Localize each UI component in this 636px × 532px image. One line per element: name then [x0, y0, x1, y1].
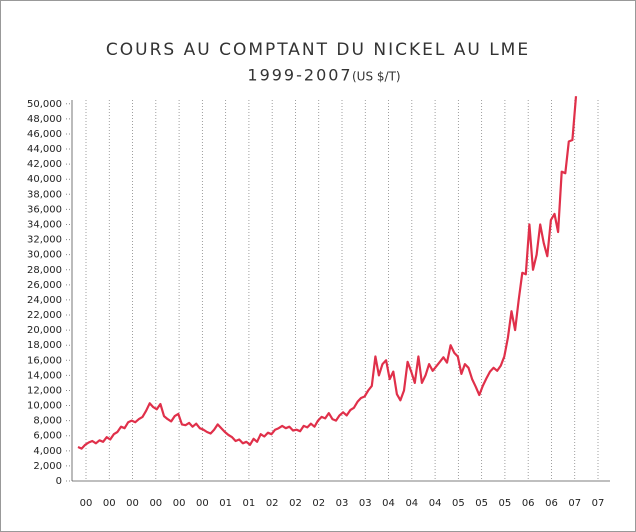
y-tick-label: 38,000 — [27, 189, 62, 200]
y-tick-label: 10,000 — [27, 401, 62, 412]
x-tick-label: 07 — [592, 498, 605, 509]
x-tick-label: 00 — [149, 498, 162, 509]
y-tick-label: 18,000 — [27, 340, 62, 351]
y-tick-label: 50,000 — [27, 99, 62, 110]
x-tick-label: 06 — [522, 498, 535, 509]
unit-label: (US $/T) — [352, 70, 401, 84]
y-tick-label: 46,000 — [27, 129, 62, 140]
x-tick-label: 02 — [289, 498, 302, 509]
x-tick-label: 04 — [429, 498, 442, 509]
y-tick-label: 0 — [56, 476, 62, 487]
x-tick-label: 05 — [475, 498, 488, 509]
y-tick-label: 30,000 — [27, 250, 62, 261]
y-tick-label: 20,000 — [27, 325, 62, 336]
y-tick-label: 34,000 — [27, 219, 62, 230]
y-tick-label: 8,000 — [33, 416, 62, 427]
x-tick-label: 01 — [219, 498, 232, 509]
y-tick-label: 26,000 — [27, 280, 62, 291]
x-tick-label: 00 — [126, 498, 139, 509]
x-tick-label: 05 — [452, 498, 465, 509]
y-tick-label: 2,000 — [33, 461, 62, 472]
y-tick-label: 12,000 — [27, 385, 62, 396]
x-tick-label: 01 — [243, 498, 256, 509]
x-tick-label: 04 — [382, 498, 395, 509]
x-tick-label: 04 — [405, 498, 418, 509]
y-tick-label: 44,000 — [27, 144, 62, 155]
y-tick-label: 4,000 — [33, 446, 62, 457]
y-tick-label: 16,000 — [27, 355, 62, 366]
x-tick-label: 02 — [266, 498, 279, 509]
x-tick-label: 02 — [312, 498, 325, 509]
y-tick-label: 32,000 — [27, 235, 62, 246]
chart-title: COURS AU COMPTANT DU NICKEL AU LME — [106, 40, 530, 60]
chart-subtitle: 1999-2007 — [247, 66, 352, 85]
y-tick-label: 28,000 — [27, 265, 62, 276]
y-tick-label: 14,000 — [27, 370, 62, 381]
x-tick-label: 05 — [499, 498, 512, 509]
y-tick-label: 24,000 — [27, 295, 62, 306]
x-tick-label: 00 — [173, 498, 186, 509]
x-tick-label: 00 — [80, 498, 93, 509]
x-tick-label: 03 — [359, 498, 372, 509]
x-tick-label: 00 — [196, 498, 209, 509]
x-tick-label: 07 — [568, 498, 581, 509]
x-tick-label: 06 — [545, 498, 558, 509]
y-tick-label: 22,000 — [27, 310, 62, 321]
price-line — [77, 96, 578, 450]
x-tick-label: 00 — [103, 498, 116, 509]
y-tick-label: 6,000 — [33, 431, 62, 442]
y-tick-label: 36,000 — [27, 204, 62, 215]
y-tick-label: 40,000 — [27, 174, 62, 185]
x-tick-label: 03 — [336, 498, 349, 509]
y-tick-label: 42,000 — [27, 159, 62, 170]
y-tick-label: 48,000 — [27, 114, 62, 125]
